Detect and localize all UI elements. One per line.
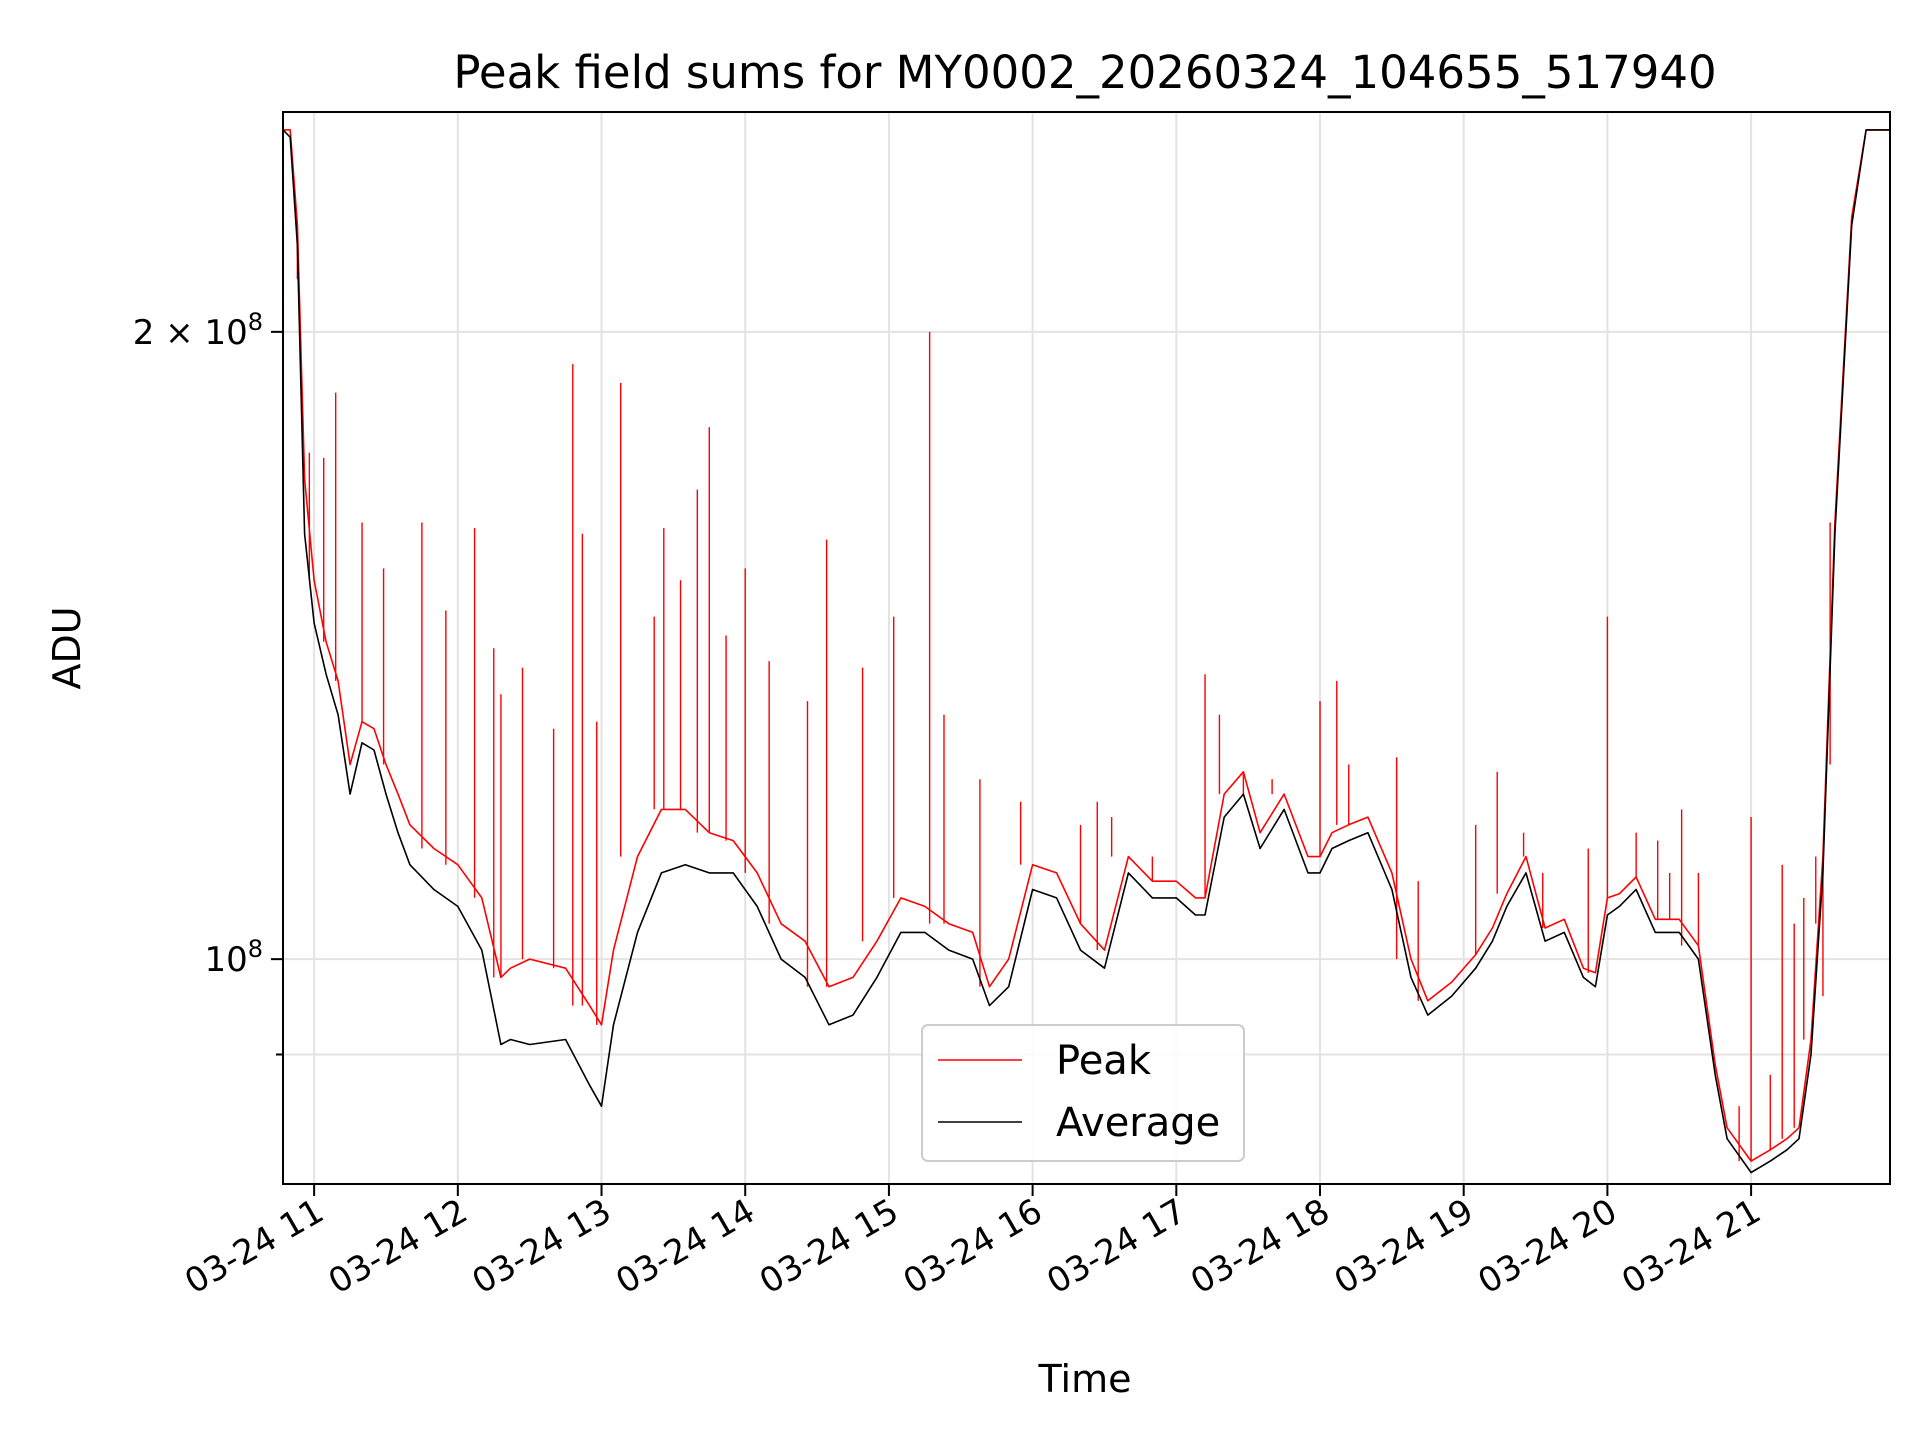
y-tick-label: 108 [204,935,263,980]
plot-area [283,129,1890,1174]
legend-box [921,1024,1245,1162]
y-tick-label: 2 × 108 [133,308,263,353]
legend-label-peak: Peak [1056,1038,1152,1084]
chart-title: Peak field sums for MY0002_20260324_1046… [453,46,1716,99]
plot-frame [282,111,1891,1185]
legend: Peak Average [921,1024,1245,1162]
series-peak-line [283,129,1890,1162]
series-layer [283,129,1890,1174]
series-average-line [283,129,1890,1174]
legend-label-average: Average [1056,1100,1220,1146]
y-axis-label: ADU [45,606,89,689]
x-axis-label: Time [1038,1357,1132,1401]
